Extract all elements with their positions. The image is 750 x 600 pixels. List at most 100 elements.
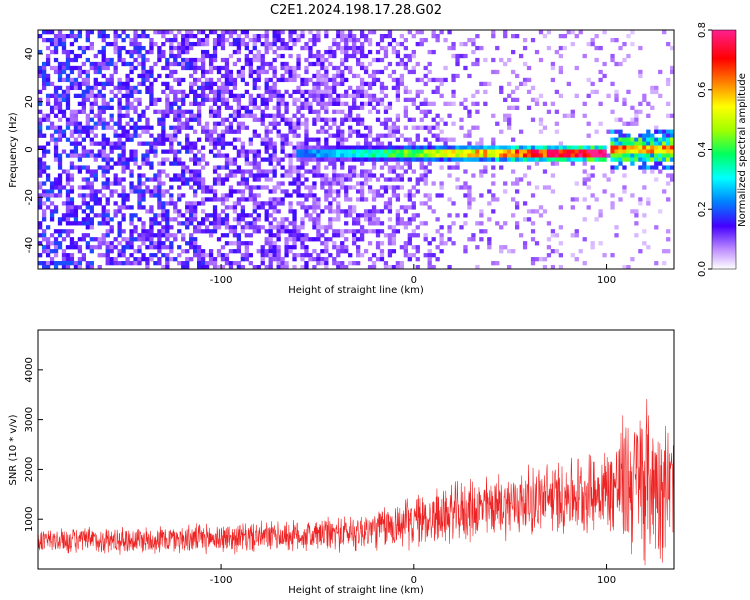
heatmap-cell xyxy=(185,209,190,214)
heatmap-cell xyxy=(383,157,389,162)
heatmap-cell xyxy=(316,30,321,35)
heatmap-cell xyxy=(220,141,226,146)
heatmap-cell xyxy=(109,241,114,246)
heatmap-cell xyxy=(332,241,337,246)
heatmap-cell xyxy=(173,129,178,134)
heatmap-cell xyxy=(193,97,198,102)
heatmap-cell xyxy=(451,153,456,158)
heatmap-cell xyxy=(387,165,393,170)
heatmap-cell xyxy=(423,109,428,114)
heatmap-cell xyxy=(256,205,261,210)
heatmap-cell xyxy=(419,125,424,130)
heatmap-cell xyxy=(435,217,440,222)
heatmap-cell xyxy=(515,181,520,186)
heatmap-cell xyxy=(252,129,257,134)
heatmap-cell xyxy=(395,113,401,118)
heatmap-cell xyxy=(117,105,122,110)
heatmap-cell xyxy=(173,217,178,222)
heatmap-cell xyxy=(189,117,194,122)
heatmap-cell xyxy=(236,97,242,102)
heatmap-cell xyxy=(411,205,416,210)
heatmap-cell xyxy=(371,81,377,87)
heatmap-cell xyxy=(308,193,313,198)
heatmap-cell xyxy=(459,41,464,47)
heatmap-cell xyxy=(268,121,273,126)
heatmap-cell xyxy=(471,41,476,47)
heatmap-cell xyxy=(57,85,63,91)
heatmap-cell xyxy=(423,201,428,206)
heatmap-cell xyxy=(530,97,536,102)
heatmap-cell xyxy=(594,217,599,222)
heatmap-cell xyxy=(511,149,516,154)
heatmap-cell xyxy=(312,149,317,154)
heatmap-cell xyxy=(53,45,59,51)
heatmap-cell xyxy=(236,37,242,43)
heatmap-cell xyxy=(439,129,444,134)
heatmap-cell xyxy=(626,53,631,59)
heatmap-cell xyxy=(387,225,393,230)
heatmap-cell xyxy=(69,201,75,206)
heatmap-cell xyxy=(121,217,126,222)
heatmap-cell xyxy=(141,157,146,162)
heatmap-cell xyxy=(177,209,182,214)
heatmap-cell xyxy=(296,177,301,182)
heatmap-cell xyxy=(336,193,341,198)
heatmap-cell xyxy=(41,30,47,35)
heatmap-cell xyxy=(236,181,242,186)
heatmap-cell xyxy=(280,93,285,99)
heatmap-cell xyxy=(197,137,202,142)
heatmap-cell xyxy=(280,157,285,162)
heatmap-cell xyxy=(157,117,162,122)
heatmap-cell xyxy=(395,97,401,102)
heatmap-cell xyxy=(145,33,150,39)
heatmap-cell xyxy=(371,221,377,226)
heatmap-cell xyxy=(507,149,512,154)
heatmap-cell xyxy=(73,221,79,226)
heatmap-cell xyxy=(443,145,448,150)
heatmap-cell xyxy=(145,57,150,63)
heatmap-cell xyxy=(69,205,75,210)
heatmap-cell xyxy=(602,189,607,194)
heatmap-cell xyxy=(232,209,238,214)
heatmap-cell xyxy=(232,93,238,99)
heatmap-cell xyxy=(38,117,43,122)
heatmap-cell xyxy=(117,137,122,142)
heatmap-cell xyxy=(328,205,333,210)
heatmap-cell xyxy=(236,221,242,226)
heatmap-cell xyxy=(658,209,663,214)
heatmap-cell xyxy=(272,141,277,146)
heatmap-cell xyxy=(189,241,194,246)
heatmap-cell xyxy=(320,257,325,262)
heatmap-cell xyxy=(93,101,98,106)
heatmap-cell xyxy=(197,105,202,110)
heatmap-cell xyxy=(117,261,122,266)
heatmap-cell xyxy=(197,93,202,99)
heatmap-cell xyxy=(121,30,126,35)
heatmap-cell xyxy=(69,173,75,178)
heatmap-cell xyxy=(654,129,659,134)
heatmap-cell xyxy=(256,105,261,110)
heatmap-cell xyxy=(161,229,166,234)
heatmap-cell xyxy=(244,30,249,35)
heatmap-cell xyxy=(606,129,611,134)
heatmap-cell xyxy=(193,69,198,75)
heatmap-cell xyxy=(666,81,671,87)
heatmap-cell xyxy=(85,37,90,43)
heatmap-cell xyxy=(113,133,118,138)
heatmap-cell xyxy=(359,153,365,158)
heatmap-cell xyxy=(73,117,79,122)
heatmap-cell xyxy=(41,249,47,254)
heatmap-cell xyxy=(149,93,154,99)
heatmap-cell xyxy=(69,133,75,138)
heatmap-cell xyxy=(670,141,674,146)
heatmap-cell xyxy=(638,133,643,138)
heatmap-cell xyxy=(419,173,424,178)
heatmap-cell xyxy=(57,161,63,166)
heatmap-cell xyxy=(399,153,405,158)
heatmap-cell xyxy=(518,233,524,238)
heatmap-cell xyxy=(586,157,591,162)
heatmap-cell xyxy=(204,253,210,258)
heatmap-cell xyxy=(662,141,667,146)
heatmap-cell xyxy=(228,30,234,35)
heatmap-cell xyxy=(165,209,170,214)
